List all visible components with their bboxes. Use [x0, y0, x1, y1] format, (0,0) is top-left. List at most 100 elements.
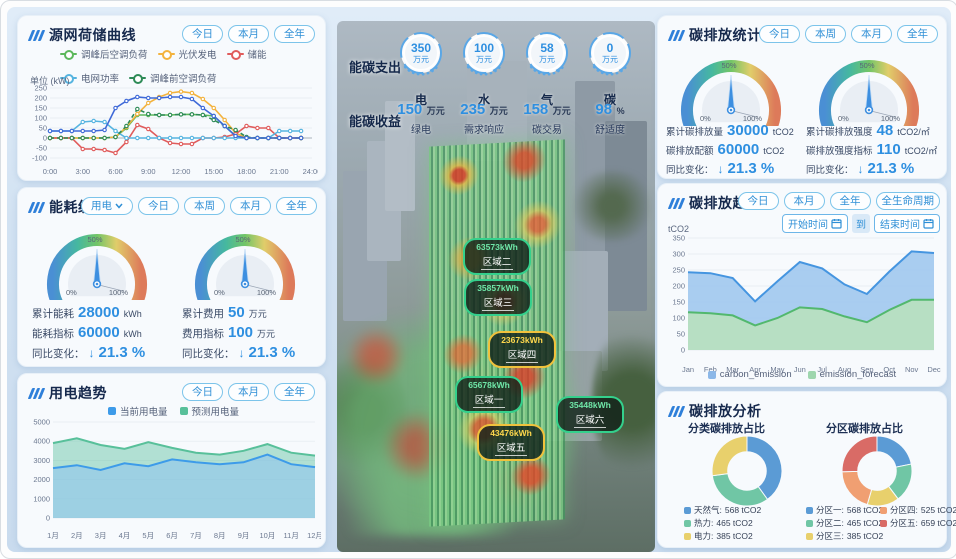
legend-swatch-icon: [108, 407, 116, 415]
svg-text:May: May: [770, 365, 784, 374]
stat-value: 21.3 %: [98, 344, 146, 361]
end-date-input[interactable]: 结束时间: [874, 214, 940, 233]
zone-label[interactable]: 35448kWh 区域六: [556, 396, 624, 433]
today-button[interactable]: 今日: [182, 25, 223, 43]
line-marker-icon: [129, 74, 147, 84]
legend-swatch-icon: [707, 370, 716, 379]
expense-ring: 100 万元 水: [459, 29, 509, 108]
legend-swatch-icon: [684, 507, 691, 514]
donut-subtitle: 分区碳排放占比: [826, 423, 903, 435]
expense-item-name: 气: [540, 93, 553, 107]
line-marker-icon: [60, 74, 77, 84]
stat-label: 同比变化：: [182, 348, 235, 360]
lifecycle-button[interactable]: 全生命周期: [875, 192, 940, 210]
svg-text:万元: 万元: [602, 55, 618, 64]
ring-gauge-icon: 350 万元: [400, 32, 442, 76]
svg-text:5000: 5000: [33, 418, 50, 427]
svg-text:Dec: Dec: [927, 365, 941, 374]
zone-label[interactable]: 63573kWh 区域二: [463, 238, 531, 275]
start-date-input[interactable]: 开始时间: [782, 214, 848, 233]
expense-ring: 58 万元 气: [522, 29, 572, 108]
today-button[interactable]: 今日: [737, 192, 779, 210]
panel-title: 源网荷储曲线: [49, 27, 136, 43]
month-button[interactable]: 本月: [228, 383, 269, 401]
week-button[interactable]: 本周: [805, 25, 846, 43]
stat-value: 60000: [78, 324, 120, 341]
ring-gauge-icon: 58 万元: [526, 32, 568, 76]
svg-text:100: 100: [672, 314, 685, 323]
zone-label[interactable]: 23673kWh 区域四: [488, 331, 556, 368]
year-button[interactable]: 全年: [274, 25, 315, 43]
svg-text:3000: 3000: [33, 456, 50, 465]
year-button[interactable]: 全年: [276, 197, 317, 215]
year-button[interactable]: 全年: [897, 25, 938, 43]
legend-item[interactable]: carbon_emission: [707, 369, 792, 380]
year-button[interactable]: 全年: [274, 383, 315, 401]
svg-text:Jul: Jul: [817, 365, 827, 374]
stat-unit: kWh: [123, 309, 142, 319]
svg-text:1月: 1月: [47, 531, 59, 540]
legend-item[interactable]: 光伏发电: [157, 47, 217, 61]
svg-text:50: 50: [677, 330, 685, 339]
income-item: 158 万元 碳交易: [523, 101, 571, 136]
zone-label[interactable]: 43476kWh 区域五: [477, 424, 545, 461]
income-item: 235 万元 需求响应: [460, 101, 508, 136]
svg-text:Sep: Sep: [860, 365, 873, 374]
zone-label[interactable]: 65678kWh 区域一: [455, 376, 523, 413]
svg-text:Apr: Apr: [749, 365, 761, 374]
income-item: 150 万元 绿电: [397, 101, 445, 136]
stat-label: 同比变化：: [32, 348, 85, 360]
emission-trend-chart: 350 300 250 200 150 100 50 0 Jan Feb Mar Apr May Jun J…: [664, 232, 942, 379]
legend-item[interactable]: 电网功率: [60, 71, 119, 85]
zone-label[interactable]: 35857kWh 区域三: [464, 279, 532, 316]
svg-text:万元: 万元: [539, 55, 555, 64]
svg-text:10月: 10月: [259, 531, 275, 540]
legend-swatch-icon: [806, 520, 813, 527]
svg-text:0:00: 0:00: [43, 167, 58, 176]
stat-unit: kWh: [123, 329, 142, 339]
legend-item[interactable]: 调峰后空调负荷: [60, 47, 148, 61]
month-button[interactable]: 本月: [783, 192, 825, 210]
arrow-down-icon: ↓: [88, 346, 95, 360]
today-button[interactable]: 今日: [182, 383, 223, 401]
stat-value: 21.3 %: [248, 344, 296, 361]
today-button[interactable]: 今日: [138, 197, 179, 215]
energy-type-dropdown[interactable]: 用电: [81, 197, 133, 215]
panel-title-icon: [27, 29, 46, 41]
svg-text:50%: 50%: [859, 61, 874, 70]
stat-value: 28000: [78, 304, 120, 321]
svg-text:50%: 50%: [87, 235, 102, 244]
stat-unit: 万元: [257, 329, 276, 339]
zone-donut-legend: 分区一: 568 tCO2 分区二: 465 tCO2 分区三: 385 tCO2: [806, 504, 883, 543]
svg-text:150: 150: [34, 104, 47, 113]
month-button[interactable]: 本月: [228, 25, 269, 43]
legend-item[interactable]: 当前用电量: [108, 404, 168, 418]
month-button[interactable]: 本月: [851, 25, 892, 43]
svg-text:8月: 8月: [214, 531, 226, 540]
carbon-intensity-gauge: 0% 50% 100%: [810, 48, 928, 140]
legend-swatch-icon: [880, 507, 887, 514]
week-button[interactable]: 本周: [184, 197, 225, 215]
panel-title-icon: [667, 197, 686, 209]
svg-text:Aug: Aug: [838, 365, 851, 374]
legend-item[interactable]: emission_forecast: [807, 369, 896, 380]
panel-carbon-analysis: 碳排放分析 分类碳排放占比 分区碳排放占比 天然气: 568 tCO2 热力: 46…: [657, 391, 956, 548]
today-button[interactable]: 今日: [759, 25, 800, 43]
calendar-icon: [831, 219, 842, 229]
income-item: 98 % 舒适度: [595, 101, 625, 136]
svg-text:4000: 4000: [33, 437, 50, 446]
year-button[interactable]: 全年: [829, 192, 871, 210]
legend-item[interactable]: 调峰前空调负荷: [129, 71, 217, 85]
axis-unit-label: tCO2: [668, 224, 690, 234]
svg-text:11月: 11月: [284, 531, 299, 540]
svg-text:3月: 3月: [95, 531, 107, 540]
svg-text:18:00: 18:00: [237, 167, 256, 176]
legend-swatch-icon: [807, 370, 816, 379]
panel-title-icon: [667, 29, 686, 41]
legend-item[interactable]: 预测用电量: [179, 404, 239, 418]
svg-text:200: 200: [672, 282, 685, 291]
legend-item[interactable]: 储能: [226, 47, 267, 61]
month-button[interactable]: 本月: [230, 197, 271, 215]
building-block: [385, 101, 415, 211]
